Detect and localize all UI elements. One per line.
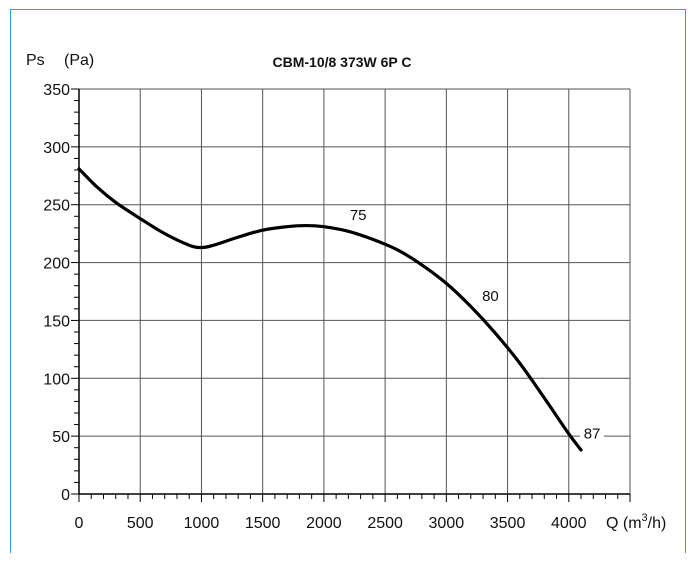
efficiency-label: 80 [482,288,499,305]
grid [79,88,631,494]
x-tick-label: 1500 [245,515,281,532]
y-tick-label: 350 [43,82,70,99]
x-tick-label: 0 [75,515,84,532]
y-tick-label: 100 [43,371,70,388]
y-tick-label: 300 [43,140,70,157]
ticks: 0 500 1000 1500 2000 2500 3000 3500 4000 0 50 100 15… [43,82,631,532]
x-axis-label-suffix: /h) [648,515,667,532]
x-tick-label: 1000 [184,515,220,532]
x-tick-label: 500 [127,515,154,532]
efficiency-label: 87 [584,425,601,442]
annotation-bg [580,425,605,443]
annotations: 75 80 87 [346,206,605,443]
series-layer [77,167,583,452]
chart-title: CBM-10/8 373W 6P C [272,54,411,70]
performance-curve [77,167,583,452]
y-axis-unit: (Pa) [64,52,94,69]
x-tick-label: 3000 [429,515,465,532]
axes [78,89,630,495]
y-tick-label: 150 [43,313,70,330]
efficiency-label: 75 [350,207,367,224]
y-tick-label: 0 [61,487,70,504]
annotation-bg [478,287,503,305]
y-tick-label: 200 [43,256,70,273]
x-axis-label: Q (m3/h) [606,512,666,532]
x-axis-label-sup: 3 [642,512,648,524]
x-tick-label: 2000 [306,515,342,532]
chart-frame [10,9,686,553]
annotation-bg [346,206,371,224]
y-axis-label: Ps [26,52,45,69]
x-axis-label-prefix: Q (m [606,515,642,532]
x-tick-label: 3500 [490,515,526,532]
y-tick-label: 250 [43,198,70,215]
y-tick-label: 50 [52,429,70,446]
x-tick-label: 4000 [551,515,587,532]
x-tick-label: 2500 [367,515,403,532]
